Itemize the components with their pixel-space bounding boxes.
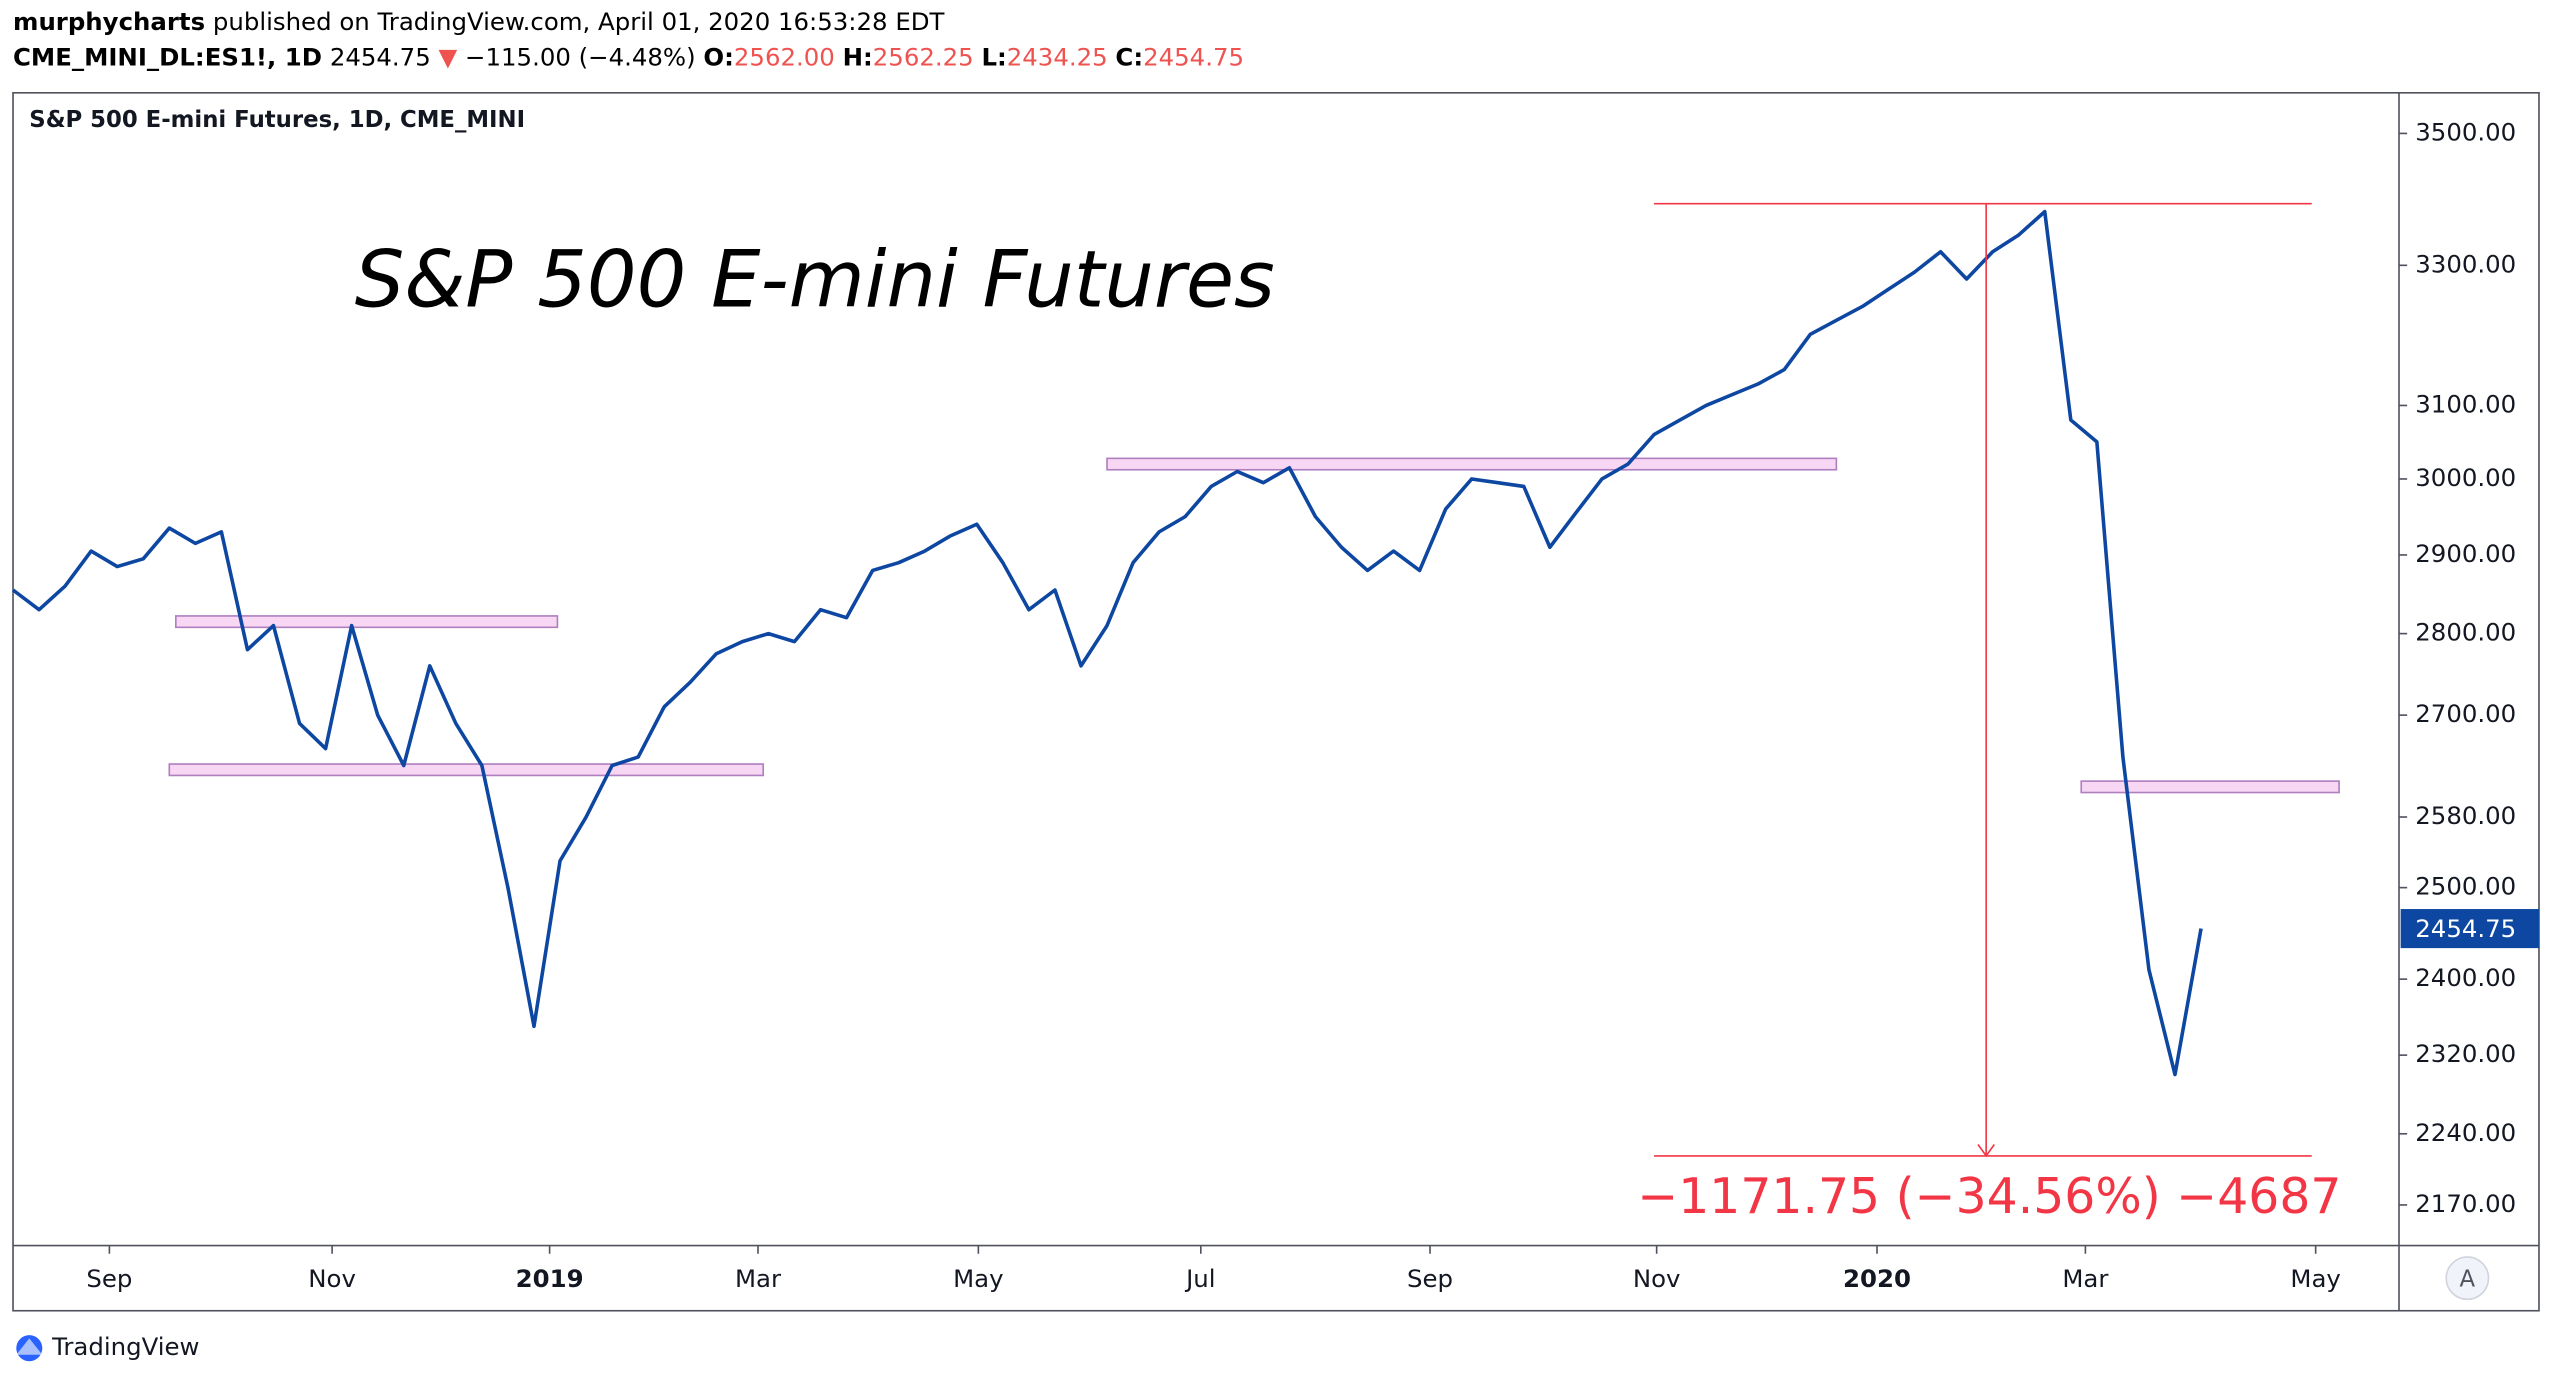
y-tick-label: 3000.00 <box>2415 463 2516 492</box>
last: 2454.75 <box>330 43 431 72</box>
x-tick-label: 2019 <box>516 1264 584 1293</box>
c-label: C: <box>1115 43 1143 72</box>
y-tick-label: 2900.00 <box>2415 539 2516 568</box>
x-tick-label: 2020 <box>1843 1264 1911 1293</box>
published: published on TradingView.com, April 01, … <box>213 7 945 36</box>
level-zone <box>2080 780 2340 794</box>
chart-title: S&P 500 E-mini Futures <box>355 234 1275 325</box>
y-tick-label: 2700.00 <box>2415 699 2516 728</box>
l: 2434.25 <box>1007 43 1108 72</box>
symbol-line: CME_MINI_DL:ES1!, 1D 2454.75 ▼ −115.00 (… <box>13 43 1244 72</box>
level-zone <box>175 615 559 629</box>
level-zone <box>1106 457 1838 471</box>
scale-button[interactable] <box>2445 1256 2490 1301</box>
level-zone <box>168 763 765 777</box>
legend: S&P 500 E-mini Futures, 1D, CME_MINI <box>29 107 525 133</box>
l-label: L: <box>981 43 1006 72</box>
y-tick-label: 3500.00 <box>2415 117 2516 146</box>
header-line: murphycharts published on TradingView.co… <box>13 7 945 36</box>
x-tick-label: May <box>2290 1264 2340 1293</box>
y-tick-label: 2400.00 <box>2415 963 2516 992</box>
x-tick-label: Jul <box>1184 1264 1215 1293</box>
y-tick-label: 3300.00 <box>2415 249 2516 278</box>
y-tick-label: 2240.00 <box>2415 1118 2516 1147</box>
o: 2562.00 <box>734 43 835 72</box>
x-tick-label: Sep <box>1407 1264 1453 1293</box>
h-label: H: <box>843 43 873 72</box>
x-tick-label: Sep <box>86 1264 132 1293</box>
y-tick-label: 3100.00 <box>2415 389 2516 418</box>
x-tick-label: Mar <box>2062 1264 2109 1293</box>
measure-label: −1171.75 (−34.56%) −4687 <box>1637 1168 2341 1225</box>
y-tick-label: 2170.00 <box>2415 1189 2516 1218</box>
brand-logo <box>16 1335 43 1362</box>
brand: TradingView <box>51 1332 199 1361</box>
x-tick-label: Nov <box>1633 1264 1681 1293</box>
change: −115.00 (−4.48%) <box>465 43 696 72</box>
h: 2562.25 <box>873 43 974 72</box>
price-line <box>11 209 2203 1077</box>
arrow: ▼ <box>439 43 458 72</box>
x-tick-label: May <box>953 1264 1003 1293</box>
last-price-label: 2454.75 <box>2415 914 2516 943</box>
arrow-head <box>1977 1144 1995 1158</box>
scale-button-label[interactable]: A <box>2460 1266 2476 1292</box>
y-tick-label: 2580.00 <box>2415 801 2516 830</box>
last-price-box <box>2400 909 2539 949</box>
x-tick-label: Mar <box>735 1264 782 1293</box>
y-tick-label: 2320.00 <box>2415 1039 2516 1068</box>
c: 2454.75 <box>1143 43 1244 72</box>
x-tick-label: Nov <box>308 1264 356 1293</box>
symbol: CME_MINI_DL:ES1!, 1D <box>13 43 322 72</box>
y-tick-label: 2800.00 <box>2415 618 2516 647</box>
publisher: murphycharts <box>13 7 205 36</box>
plot: 3500.00 3300.00 3100.00 3000.00 2900.00 2800.… <box>11 117 2539 1293</box>
y-tick-label: 2500.00 <box>2415 872 2516 901</box>
o-label: O: <box>703 43 734 72</box>
